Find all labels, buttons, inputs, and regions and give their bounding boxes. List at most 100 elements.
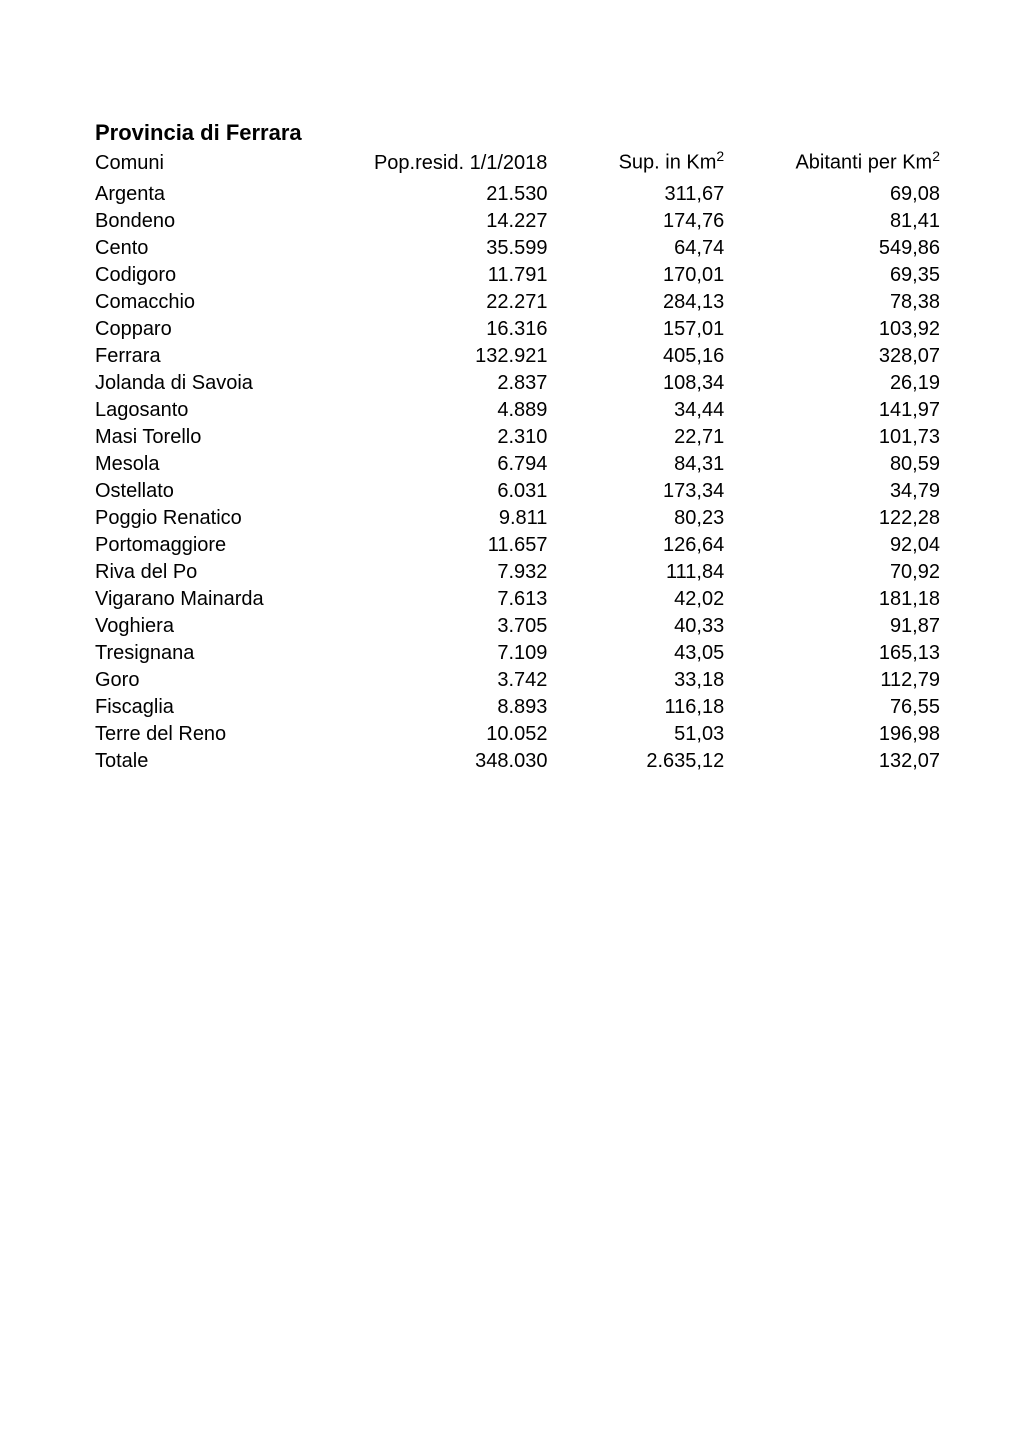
cell-dens: 69,08: [744, 181, 940, 208]
cell-pop: 7.109: [351, 640, 548, 667]
cell-comuni: Riva del Po: [95, 559, 351, 586]
cell-pop: 3.705: [351, 613, 548, 640]
cell-sup: 2.635,12: [547, 748, 744, 775]
cell-sup: 126,64: [547, 532, 744, 559]
cell-comuni: Comacchio: [95, 289, 351, 316]
cell-comuni: Codigoro: [95, 262, 351, 289]
cell-comuni: Argenta: [95, 181, 351, 208]
table-row: Argenta21.530311,6769,08: [95, 181, 940, 208]
cell-pop: 10.052: [351, 721, 548, 748]
table-row: Jolanda di Savoia2.837108,3426,19: [95, 370, 940, 397]
table-row: Copparo16.316157,01103,92: [95, 316, 940, 343]
col-header-sup-text: Sup. in Km: [619, 152, 717, 174]
cell-pop: 11.657: [351, 532, 548, 559]
cell-sup: 111,84: [547, 559, 744, 586]
col-header-pop: Pop.resid. 1/1/2018: [351, 148, 548, 181]
cell-comuni: Voghiera: [95, 613, 351, 640]
table-title: Provincia di Ferrara: [95, 120, 940, 146]
table-row: Vigarano Mainarda7.61342,02181,18: [95, 586, 940, 613]
cell-dens: 328,07: [744, 343, 940, 370]
cell-sup: 80,23: [547, 505, 744, 532]
cell-dens: 141,97: [744, 397, 940, 424]
cell-pop: 14.227: [351, 208, 548, 235]
cell-pop: 6.031: [351, 478, 548, 505]
table-row: Poggio Renatico9.81180,23122,28: [95, 505, 940, 532]
cell-sup: 173,34: [547, 478, 744, 505]
cell-comuni: Copparo: [95, 316, 351, 343]
cell-dens: 101,73: [744, 424, 940, 451]
cell-pop: 8.893: [351, 694, 548, 721]
cell-pop: 2.310: [351, 424, 548, 451]
table-row: Ferrara132.921405,16328,07: [95, 343, 940, 370]
cell-pop: 6.794: [351, 451, 548, 478]
cell-sup: 40,33: [547, 613, 744, 640]
cell-pop: 132.921: [351, 343, 548, 370]
cell-sup: 34,44: [547, 397, 744, 424]
cell-dens: 132,07: [744, 748, 940, 775]
cell-dens: 70,92: [744, 559, 940, 586]
cell-sup: 51,03: [547, 721, 744, 748]
cell-pop: 3.742: [351, 667, 548, 694]
table-row: Portomaggiore11.657126,6492,04: [95, 532, 940, 559]
table-header-row: Comuni Pop.resid. 1/1/2018 Sup. in Km2 A…: [95, 148, 940, 181]
cell-pop: 348.030: [351, 748, 548, 775]
table-row: Totale348.0302.635,12132,07: [95, 748, 940, 775]
cell-dens: 196,98: [744, 721, 940, 748]
cell-comuni: Mesola: [95, 451, 351, 478]
table-row: Cento35.59964,74549,86: [95, 235, 940, 262]
cell-pop: 4.889: [351, 397, 548, 424]
cell-sup: 170,01: [547, 262, 744, 289]
cell-comuni: Vigarano Mainarda: [95, 586, 351, 613]
cell-pop: 22.271: [351, 289, 548, 316]
col-header-dens-super: 2: [932, 148, 940, 164]
table-row: Tresignana7.10943,05165,13: [95, 640, 940, 667]
cell-dens: 549,86: [744, 235, 940, 262]
table-row: Voghiera3.70540,3391,87: [95, 613, 940, 640]
table-row: Comacchio22.271284,1378,38: [95, 289, 940, 316]
cell-sup: 284,13: [547, 289, 744, 316]
cell-sup: 157,01: [547, 316, 744, 343]
cell-dens: 76,55: [744, 694, 940, 721]
cell-sup: 33,18: [547, 667, 744, 694]
cell-dens: 165,13: [744, 640, 940, 667]
cell-pop: 2.837: [351, 370, 548, 397]
table-row: Ostellato6.031173,3434,79: [95, 478, 940, 505]
cell-pop: 16.316: [351, 316, 548, 343]
cell-dens: 34,79: [744, 478, 940, 505]
cell-sup: 405,16: [547, 343, 744, 370]
cell-comuni: Lagosanto: [95, 397, 351, 424]
cell-comuni: Bondeno: [95, 208, 351, 235]
table-row: Masi Torello2.31022,71101,73: [95, 424, 940, 451]
cell-pop: 7.932: [351, 559, 548, 586]
cell-dens: 92,04: [744, 532, 940, 559]
cell-comuni: Ostellato: [95, 478, 351, 505]
cell-sup: 22,71: [547, 424, 744, 451]
cell-comuni: Poggio Renatico: [95, 505, 351, 532]
cell-comuni: Portomaggiore: [95, 532, 351, 559]
table-row: Fiscaglia8.893116,1876,55: [95, 694, 940, 721]
cell-comuni: Goro: [95, 667, 351, 694]
col-header-dens: Abitanti per Km2: [744, 148, 940, 181]
cell-comuni: Tresignana: [95, 640, 351, 667]
cell-dens: 78,38: [744, 289, 940, 316]
cell-dens: 26,19: [744, 370, 940, 397]
cell-dens: 91,87: [744, 613, 940, 640]
cell-pop: 21.530: [351, 181, 548, 208]
table-row: Bondeno14.227174,7681,41: [95, 208, 940, 235]
cell-sup: 64,74: [547, 235, 744, 262]
cell-sup: 84,31: [547, 451, 744, 478]
cell-comuni: Fiscaglia: [95, 694, 351, 721]
cell-sup: 43,05: [547, 640, 744, 667]
data-table: Comuni Pop.resid. 1/1/2018 Sup. in Km2 A…: [95, 148, 940, 775]
cell-dens: 80,59: [744, 451, 940, 478]
cell-sup: 108,34: [547, 370, 744, 397]
cell-pop: 9.811: [351, 505, 548, 532]
cell-comuni: Terre del Reno: [95, 721, 351, 748]
cell-comuni: Ferrara: [95, 343, 351, 370]
col-header-dens-text: Abitanti per Km: [795, 152, 932, 174]
table-row: Mesola6.79484,3180,59: [95, 451, 940, 478]
cell-sup: 311,67: [547, 181, 744, 208]
cell-pop: 35.599: [351, 235, 548, 262]
table-row: Lagosanto4.88934,44141,97: [95, 397, 940, 424]
cell-pop: 7.613: [351, 586, 548, 613]
